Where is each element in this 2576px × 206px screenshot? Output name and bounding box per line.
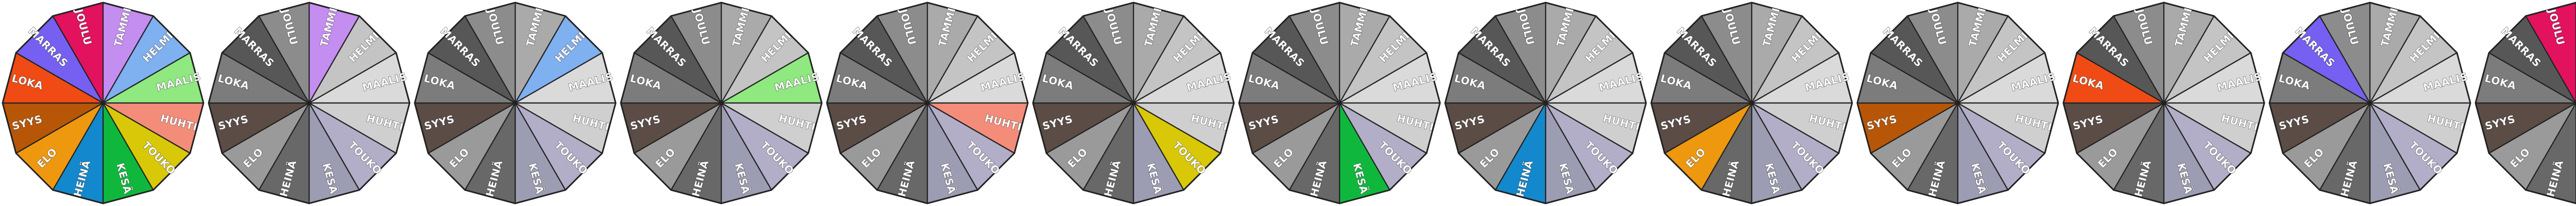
wheel-frame xyxy=(2,2,205,204)
wheel-maalis: TAMMI HELMI MAALIS HUHTI TOUKO KESÄ HEINÄ ELO SY… xyxy=(618,0,824,206)
wheel-heinä: TAMMI HELMI MAALIS HUHTI TOUKO KESÄ HEINÄ ELO SY… xyxy=(1443,0,1649,206)
wheel-syys: TAMMI HELMI MAALIS HUHTI TOUKO KESÄ HEINÄ ELO SY… xyxy=(1855,0,2061,206)
wheel-elo: TAMMI HELMI MAALIS HUHTI TOUKO KESÄ HEINÄ ELO SY… xyxy=(1649,0,1855,206)
wheel-huhti: TAMMI HELMI MAALIS HUHTI TOUKO KESÄ HEINÄ ELO SY… xyxy=(824,0,1030,206)
month-label-kesä: KESÄ xyxy=(1350,162,1370,195)
wheel-tammi: TAMMI HELMI MAALIS HUHTI TOUKO KESÄ HEINÄ ELO SY… xyxy=(206,0,412,206)
wheel-svg: TAMMIHELMIMAALISHUHTITOUKOKESÄHEINÄELOSY… xyxy=(2475,2,2576,204)
wheel-frame xyxy=(414,2,617,204)
wheel-frame xyxy=(1856,2,2059,204)
wheel-frame xyxy=(1650,2,1853,204)
wheel-frame xyxy=(1238,2,1441,204)
wheel-frame xyxy=(826,2,1029,204)
wheel-joulu: TAMMIHELMIMAALISHUHTITOUKOKESÄHEINÄELOSY… xyxy=(2473,0,2576,206)
wheel-frame xyxy=(620,2,823,204)
wheel-kesä: TAMMI HELMI MAALIS HUHTI TOUKO KESÄ HEINÄ ELO SY… xyxy=(1236,0,1443,206)
wheel-frame xyxy=(2062,2,2265,204)
wheel-frame xyxy=(1032,2,1235,204)
wheel-frame xyxy=(1444,2,1647,204)
wheel-frame xyxy=(2268,2,2471,204)
wheel-all-months: TAMMI HELMI MAALIS HUHTI TOUKO KESÄ HEINÄ ELO SY… xyxy=(0,0,206,206)
wheel-frame xyxy=(208,2,411,204)
wheel-frame xyxy=(2475,2,2576,204)
wheel-loka: TAMMI HELMI MAALIS HUHTI TOUKO KESÄ HEINÄ ELO SY… xyxy=(2061,0,2267,206)
wheel-helmi: TAMMI HELMI MAALIS HUHTI TOUKO KESÄ HEINÄ ELO SY… xyxy=(412,0,618,206)
wheel-marras: TAMMI HELMI MAALIS HUHTI TOUKO KESÄ HEINÄ ELO SY… xyxy=(2267,0,2473,206)
wheel-touko: TAMMI HELMI MAALIS HUHTI TOUKO KESÄ HEINÄ ELO SY… xyxy=(1030,0,1236,206)
